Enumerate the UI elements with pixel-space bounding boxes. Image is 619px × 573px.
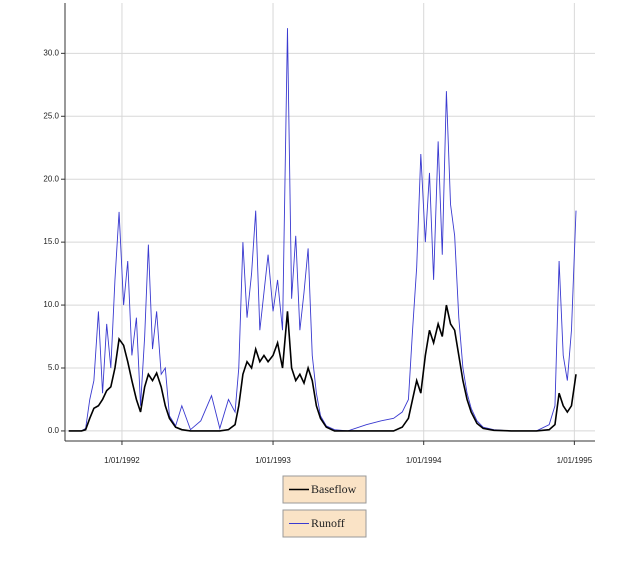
y-tick-label: 10.0 — [43, 300, 59, 309]
x-tick-label: 1/01/1992 — [104, 456, 140, 465]
series-line — [68, 304, 577, 432]
y-tick-label: 25.0 — [43, 111, 59, 120]
y-tick-label: 5.0 — [48, 363, 60, 372]
y-tick-label: 30.0 — [43, 48, 59, 57]
legend-label: Runoff — [311, 516, 345, 530]
y-tick-label: 20.0 — [43, 174, 59, 183]
grid — [65, 3, 595, 441]
plot-area — [68, 28, 577, 432]
y-tick-label: 0.0 — [48, 426, 60, 435]
x-tick-label: 1/01/1995 — [557, 456, 593, 465]
series-line — [68, 28, 577, 432]
legend: Baseflow Runoff — [282, 475, 367, 538]
x-tick-label: 1/01/1994 — [406, 456, 442, 465]
x-tick-label: 1/01/1993 — [255, 456, 291, 465]
legend-label: Baseflow — [311, 482, 357, 496]
legend-box — [282, 509, 367, 538]
y-tick-label: 15.0 — [43, 237, 59, 246]
